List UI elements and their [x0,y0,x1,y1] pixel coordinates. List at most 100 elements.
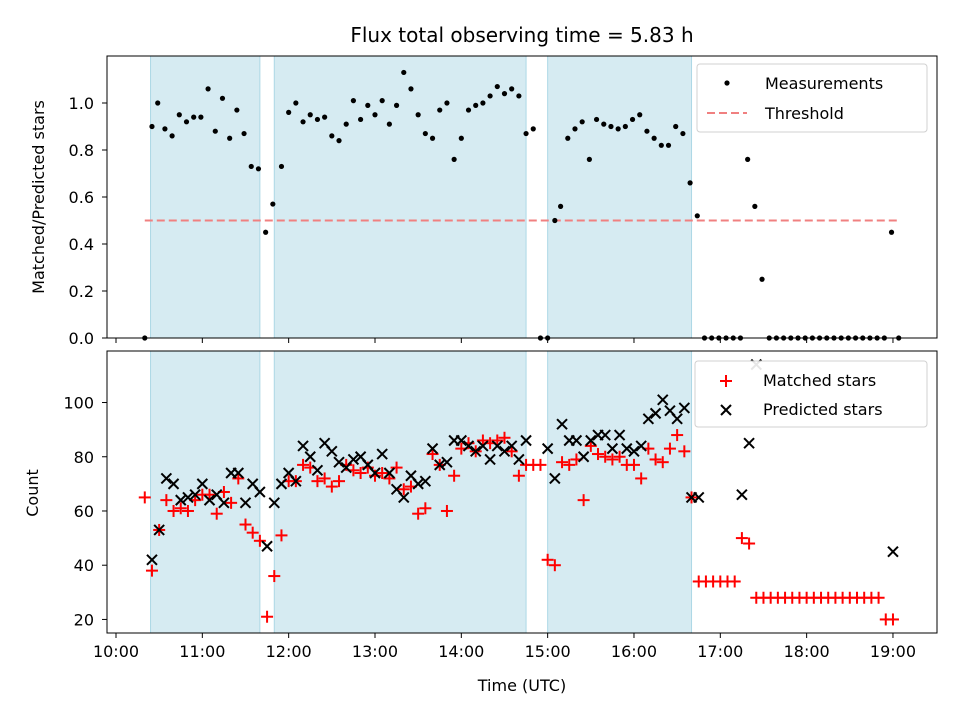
measurement-point [248,163,254,170]
y-tick-label: 40 [74,556,94,575]
predicted-star-point [333,456,345,468]
measurement-point [673,123,679,130]
matched-star-point [649,453,662,466]
measurement-point [322,114,328,120]
predicted-star-point [203,494,216,506]
measurement-point [307,112,313,118]
measurement-point [386,121,392,127]
predicted-star-point [383,467,396,479]
predicted-star-point [671,413,683,425]
predicted-star-point [426,442,439,455]
y-tick-label: 1.0 [69,94,94,113]
x-tick-label: 15:00 [525,642,571,661]
matched-star-point [498,431,511,444]
predicted-star-point [491,440,503,452]
predicted-star-point [549,472,561,485]
predicted-star-point [570,434,583,447]
measurement-point [263,229,269,235]
shaded-interval [547,350,693,634]
legend-predicted-marker [720,404,732,416]
x-tick-label: 16:00 [611,642,657,661]
measurement-point [473,102,479,108]
measurement-point [687,180,693,186]
measurement-point [523,130,529,137]
measurement-point [437,107,443,113]
predicted-star-point [736,489,748,501]
matched-star-point [735,532,748,545]
matched-star-point [246,526,259,539]
measurement-point [293,100,299,106]
predicted-star-point [498,445,511,458]
x-tick-label: 14:00 [438,642,484,661]
measurement-point [270,201,276,207]
predicted-star-point [268,497,280,509]
matched-star-point [311,475,324,488]
measurement-point [155,100,161,106]
measurement-point [637,112,643,118]
measurement-point [586,156,592,162]
matched-star-point [563,458,576,471]
predicted-star-point [470,445,482,458]
matched-star-point [333,475,346,488]
measurement-point [888,229,895,235]
measurement-point [601,121,607,127]
y-tick-label: 60 [74,502,94,521]
matched-star-point [397,483,410,496]
predicted-star-point [887,545,899,558]
matched-star-point [239,518,252,531]
measurement-point [212,128,218,134]
predicted-star-point [218,497,230,509]
matched-star-point [174,502,187,515]
measurement-point [372,112,378,118]
matched-star-point [225,496,238,509]
matched-star-point [390,461,403,474]
measurement-point [183,119,190,125]
predicted-star-point [462,440,475,452]
shaded-interval [273,55,527,339]
y-tick-label: 80 [74,448,94,467]
predicted-star-point [376,448,388,460]
measurement-point [198,114,204,120]
predicted-star-point [599,429,611,441]
measurement-point [286,109,292,115]
measurement-point [176,112,182,118]
shaded-interval [150,350,261,634]
predicted-star-point [635,440,647,452]
measurement-point [169,133,175,139]
legend-predicted-label: Predicted stars [763,400,883,419]
predicted-star-point [678,402,691,414]
predicted-star-point [311,464,324,477]
bottom-panel: 20 40 60 80 100 10:00 11:00 12:00 13:00 14:00 15:… [23,350,938,695]
matched-star-point [663,442,676,455]
measurement-point [329,133,335,139]
measurement-point [422,130,428,137]
matched-star-point [613,450,626,463]
top-panel: 0.0 0.2 0.4 0.6 0.8 1.0 Matched/Predicted sta… [29,55,938,348]
measurement-point [191,114,197,120]
measurement-point [219,95,226,101]
predicted-star-point [621,442,633,455]
measurement-point [745,156,751,162]
matched-star-point [210,507,223,520]
matched-star-point [678,445,691,458]
matched-star-point [297,458,310,471]
shaded-interval [150,55,261,339]
predicted-star-point [347,453,360,466]
predicted-star-point [577,451,590,463]
predicted-star-point [398,491,410,504]
measurement-point [665,142,672,148]
matched-star-point [325,480,338,493]
measurement-point [415,112,421,118]
predicted-star-point [290,475,302,487]
bottom-y-ticks: 20 40 60 80 100 [63,394,107,629]
matched-star-point [145,564,158,577]
predicted-star-point [541,442,554,455]
bottom-legend-box [694,360,928,428]
bottom-star-points [138,358,899,626]
measurement-point [480,100,486,106]
measurement-point [759,276,765,282]
predicted-star-point [275,478,288,490]
predicted-star-point [412,478,424,490]
measurement-point [680,130,686,137]
bottom-y-axis-label: Count [23,469,42,517]
